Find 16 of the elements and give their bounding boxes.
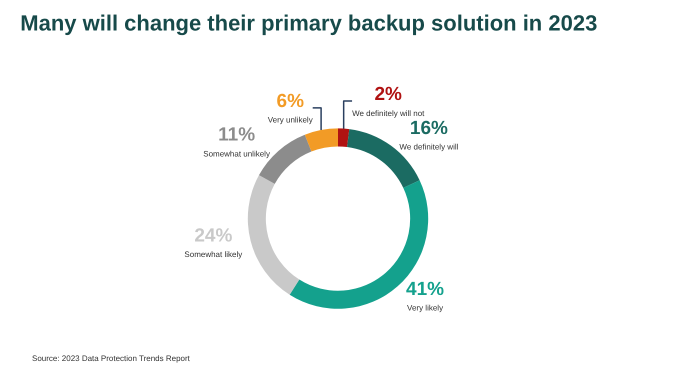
chart-title: Many will change their primary backup solution in 2023 [20,10,598,36]
data-label: 16% [410,118,448,139]
slice-label: We definitely will [399,142,459,152]
slice-label: Somewhat unlikely [203,149,270,158]
donut-slice [304,128,338,152]
source-note: Source: 2023 Data Protection Trends Report [32,354,191,363]
slice-label: We definitely will not [352,108,426,118]
slice-label: Very unlikely [268,116,313,125]
data-label: 6% [276,91,304,112]
data-label: 41% [406,278,444,300]
slice-label: Somewhat likely [184,250,242,259]
donut-slice [338,128,350,148]
data-label: 11% [218,124,256,146]
donut-slice [248,175,300,295]
slice-label: Very likely [407,304,444,313]
data-label: 2% [374,84,402,106]
